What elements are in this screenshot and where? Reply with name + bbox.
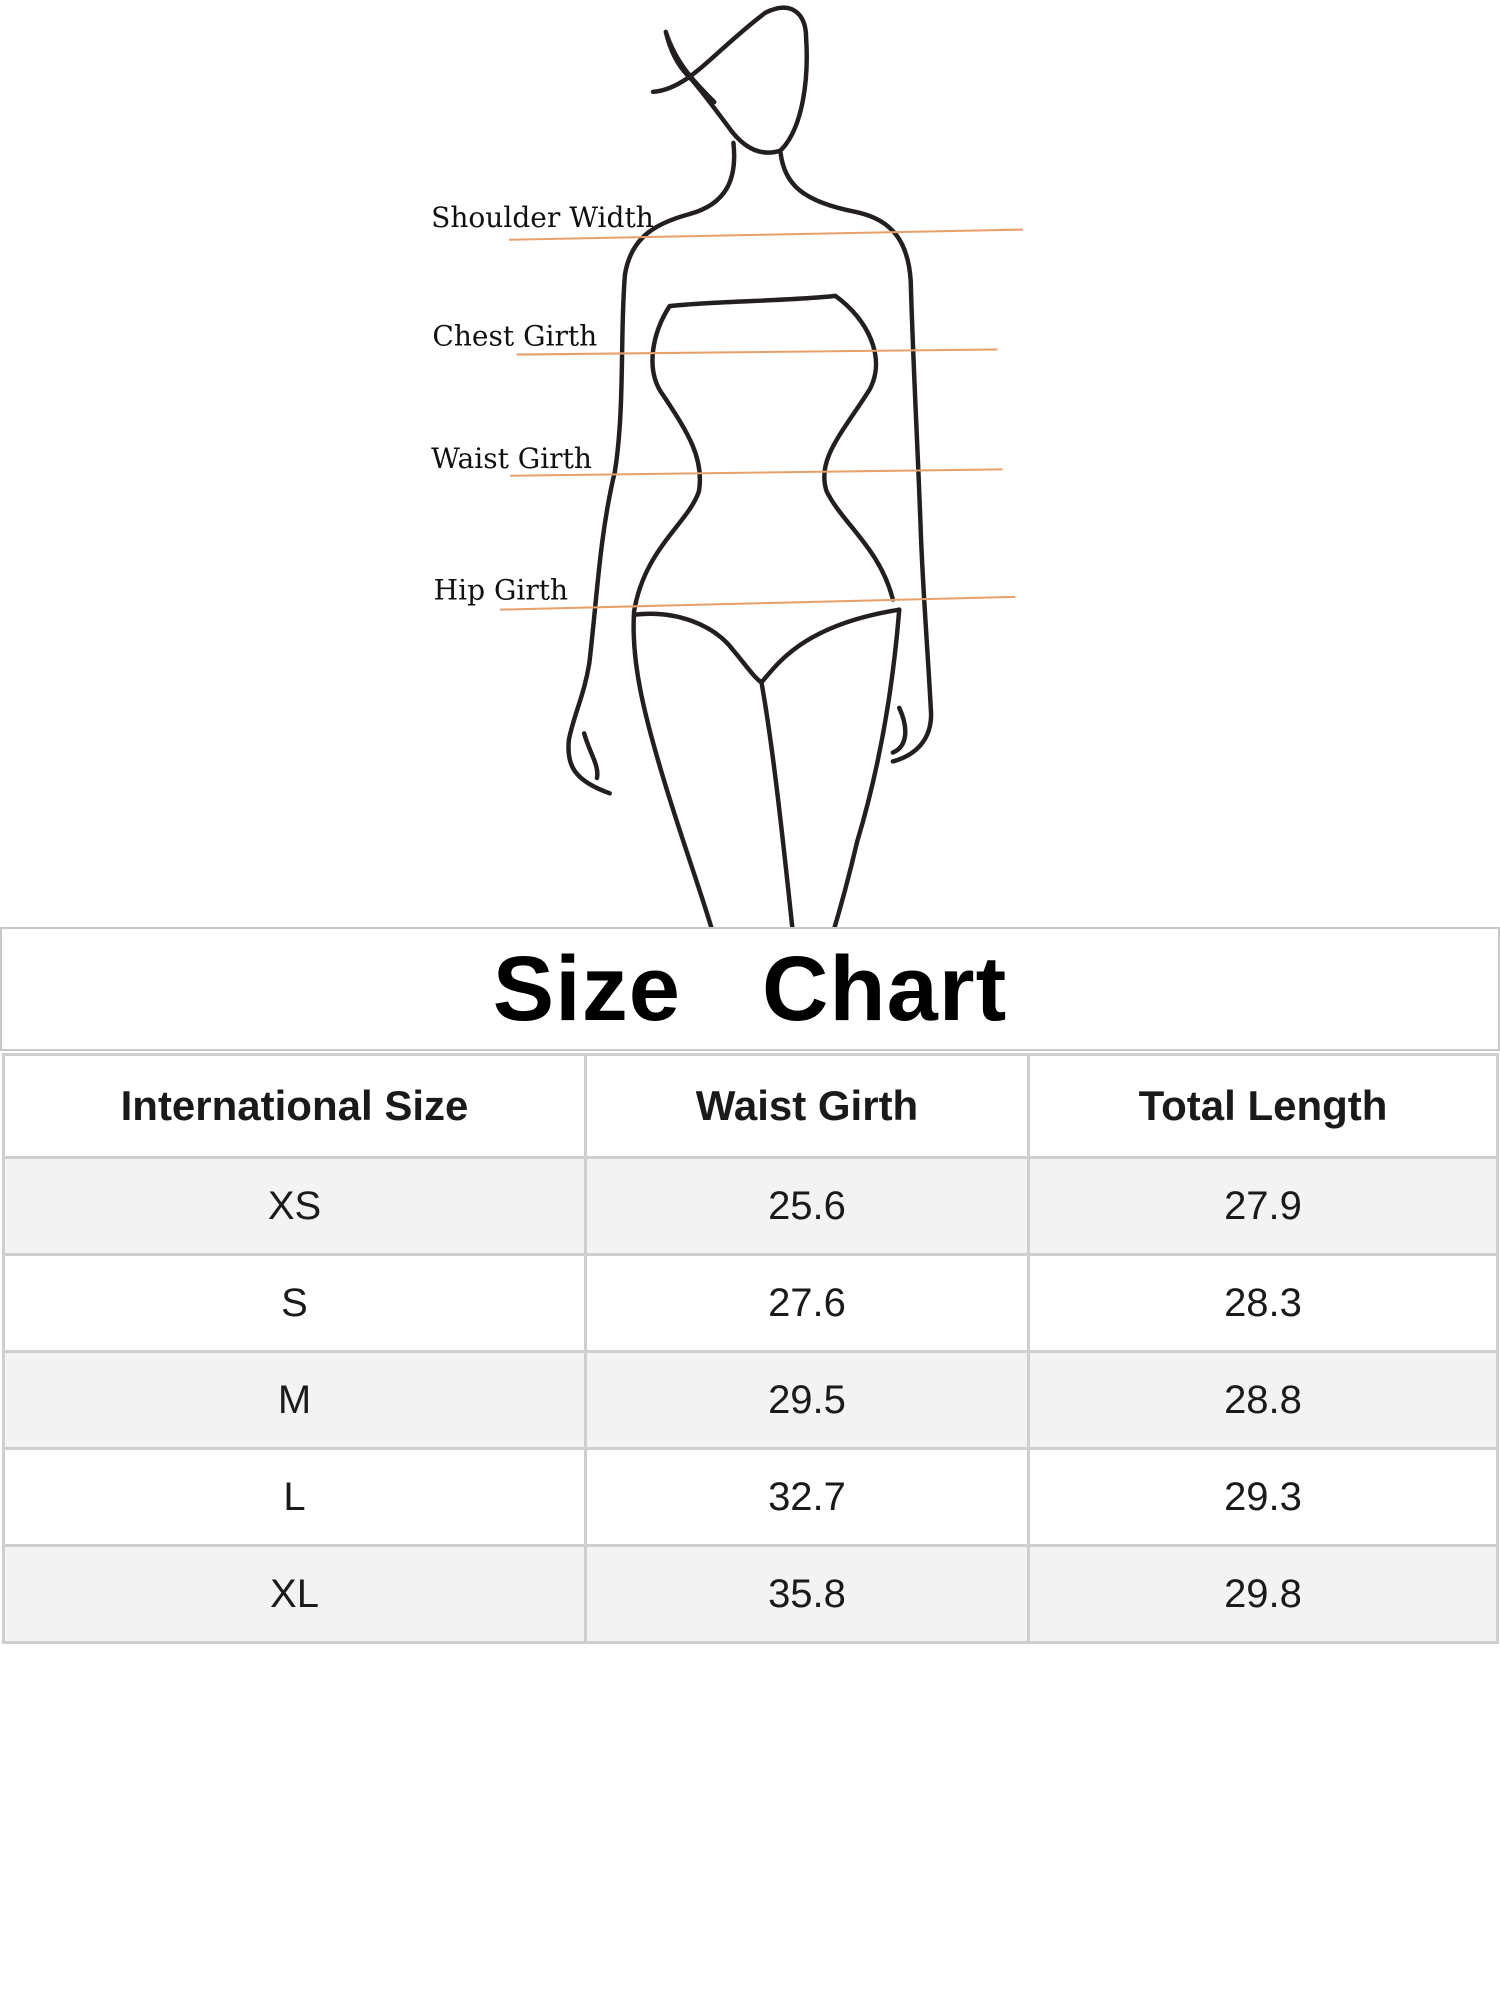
size-chart-table: International Size Waist Girth Total Len…	[2, 1053, 1500, 1644]
table-row: XS 25.6 27.9	[2, 1156, 1500, 1256]
chest-girth-line	[516, 348, 998, 356]
label-waist-girth: Waist Girth	[431, 442, 592, 475]
table-row: M 29.5 28.8	[2, 1350, 1500, 1450]
label-chest-girth: Chest Girth	[432, 320, 597, 353]
cell-waist-girth: 29.5	[584, 1350, 1030, 1450]
body-outline-illustration	[566, 5, 934, 940]
body-measurement-figure: Shoulder Width Chest Girth Waist Girth H…	[431, 5, 1023, 940]
table-row: L 32.7 29.3	[2, 1447, 1500, 1547]
cell-waist-girth: 32.7	[584, 1447, 1030, 1547]
cell-waist-girth: 35.8	[584, 1544, 1030, 1644]
table-header-row: International Size Waist Girth Total Len…	[2, 1053, 1500, 1159]
cell-size: M	[2, 1350, 587, 1450]
measurement-lines	[499, 228, 1023, 611]
cell-total-length: 29.8	[1026, 1544, 1500, 1644]
table-row: XL 35.8 29.8	[2, 1544, 1500, 1644]
cell-total-length: 28.8	[1026, 1350, 1500, 1450]
header-waist-girth: Waist Girth	[584, 1053, 1030, 1159]
cell-waist-girth: 25.6	[584, 1156, 1030, 1256]
header-total-length: Total Length	[1026, 1053, 1500, 1159]
cell-total-length: 29.3	[1026, 1447, 1500, 1547]
cell-total-length: 27.9	[1026, 1156, 1500, 1256]
cell-size: XL	[2, 1544, 587, 1644]
title-box: Size Chart	[0, 927, 1500, 1051]
label-hip-girth: Hip Girth	[434, 573, 568, 606]
table-row: S 27.6 28.3	[2, 1253, 1500, 1353]
cell-waist-girth: 27.6	[584, 1253, 1030, 1353]
hip-girth-line	[499, 595, 1016, 611]
cell-total-length: 28.3	[1026, 1253, 1500, 1353]
page-title: Size Chart	[492, 937, 1008, 1040]
shoulder-width-line	[508, 228, 1023, 241]
cell-size: XS	[2, 1156, 587, 1256]
label-shoulder-width: Shoulder Width	[431, 201, 654, 234]
cell-size: L	[2, 1447, 587, 1547]
cell-size: S	[2, 1253, 587, 1353]
header-international-size: International Size	[2, 1053, 587, 1159]
waist-girth-line	[510, 468, 1003, 477]
